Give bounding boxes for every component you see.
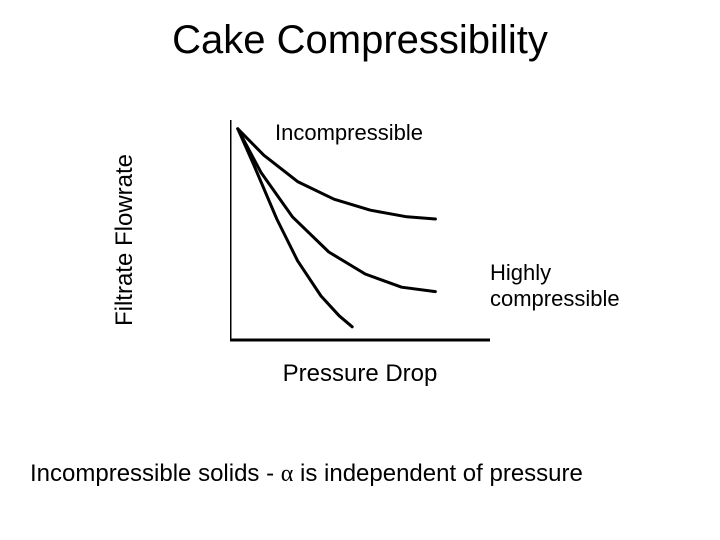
footnote-suffix: is independent of pressure xyxy=(293,460,583,487)
chart-svg xyxy=(230,120,490,350)
axes xyxy=(230,120,490,340)
x-axis-label: Pressure Drop xyxy=(250,360,470,388)
slide-title: Cake Compressibility xyxy=(0,18,720,63)
footnote-prefix: Incompressible solids - xyxy=(30,460,281,487)
chart-area: Filtrate Flowrate Incompressible Highly … xyxy=(160,110,580,370)
highly-line2: compressible xyxy=(490,286,620,311)
curves xyxy=(238,129,436,327)
curve-highly-compressible xyxy=(238,129,436,219)
highly-line1: Highly xyxy=(490,260,551,285)
y-axis-label: Filtrate Flowrate xyxy=(111,154,139,326)
alpha-symbol: α xyxy=(281,461,294,487)
curve-label-highly-compressible: Highly compressible xyxy=(490,260,620,313)
curve-medium xyxy=(238,129,436,292)
footnote-text: Incompressible solids - α is independent… xyxy=(30,460,583,488)
